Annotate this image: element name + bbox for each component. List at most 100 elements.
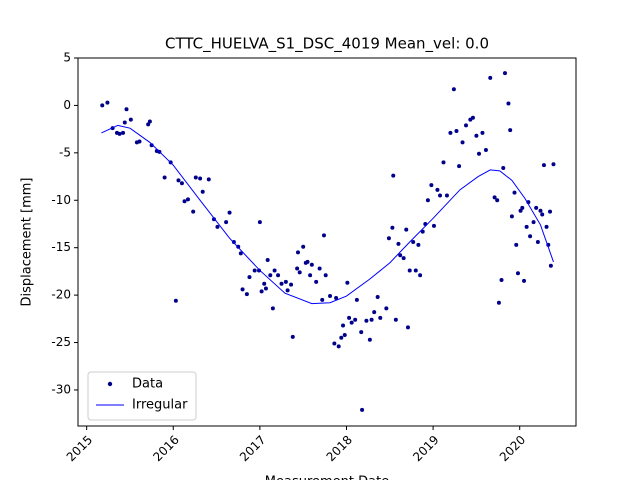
data-point: [515, 271, 520, 276]
y-tick-label: -20: [51, 288, 71, 302]
data-point: [334, 295, 339, 300]
data-point: [314, 279, 319, 284]
data-point: [124, 107, 129, 112]
data-point: [252, 268, 257, 273]
data-point: [320, 297, 325, 302]
data-point: [534, 205, 539, 210]
data-point: [179, 181, 184, 186]
data-point: [438, 193, 443, 198]
data-point: [182, 199, 187, 204]
data-point: [398, 253, 403, 258]
data-point: [512, 190, 517, 195]
data-point: [359, 330, 364, 335]
data-point: [191, 209, 196, 214]
data-point: [257, 268, 262, 273]
data-point: [200, 189, 205, 194]
data-point: [128, 117, 133, 122]
data-point: [301, 244, 306, 249]
data-point: [279, 281, 284, 286]
data-point: [431, 223, 436, 228]
data-point: [535, 240, 540, 244]
data-point: [470, 115, 475, 120]
x-axis-label: Measurement Date: [265, 475, 389, 480]
data-point: [360, 407, 365, 412]
data-point: [240, 287, 245, 292]
data-point: [270, 306, 275, 311]
chart-title: CTTC_HUELVA_S1_DSC_4019 Mean_vel: 0.0: [165, 35, 489, 54]
legend-swatch: [107, 381, 113, 387]
data-point: [540, 212, 545, 217]
data-point: [328, 294, 333, 299]
data-point: [309, 262, 314, 267]
data-point: [321, 233, 326, 238]
legend-box: [87, 371, 197, 421]
data-point: [147, 119, 152, 124]
data-point: [276, 273, 281, 278]
y-tick-label: -15: [51, 240, 71, 254]
data-point: [176, 178, 181, 183]
data-point: [263, 286, 268, 291]
data-point: [227, 210, 232, 215]
data-point: [548, 209, 553, 214]
data-point: [393, 317, 398, 322]
data-point: [121, 130, 126, 135]
data-point: [420, 229, 425, 234]
data-point: [339, 335, 344, 340]
data-point: [372, 310, 377, 315]
y-axis-label: Displacement [mm]: [20, 178, 35, 307]
plot-area: [100, 71, 556, 412]
data-point: [162, 175, 167, 180]
x-tick-label: 2020: [497, 433, 528, 464]
data-point: [509, 214, 514, 219]
legend-label: Data: [132, 377, 163, 392]
x-tick-label: 2019: [410, 433, 441, 464]
y-tick-label: 0: [63, 98, 71, 112]
x-tick-label: 2016: [150, 433, 181, 464]
data-point: [418, 273, 423, 278]
data-point: [405, 325, 410, 330]
data-point: [508, 128, 513, 133]
data-point: [375, 295, 380, 300]
data-point: [483, 148, 488, 152]
data-point: [495, 198, 500, 203]
data-point: [268, 273, 273, 278]
data-point: [353, 317, 358, 322]
data-point: [105, 100, 110, 105]
legend-label: Irregular: [132, 398, 188, 413]
data-point: [528, 234, 533, 239]
data-point: [480, 130, 485, 135]
data-point: [122, 120, 127, 125]
data-point: [386, 236, 391, 241]
fit-line: [101, 124, 554, 305]
data-point: [522, 278, 527, 283]
y-tick-label: -30: [51, 382, 71, 396]
data-point: [474, 133, 479, 138]
data-point: [514, 242, 519, 247]
data-point: [369, 317, 374, 322]
x-tick-label: 2015: [64, 433, 95, 464]
data-point: [173, 298, 178, 303]
data-point: [454, 129, 459, 134]
data-point: [416, 242, 421, 247]
data-point: [285, 288, 290, 293]
data-point: [378, 315, 383, 320]
data-point: [464, 123, 469, 128]
data-point: [305, 259, 310, 264]
data-point: [297, 270, 302, 275]
x-tick-label: 2017: [237, 433, 268, 464]
data-point: [332, 341, 337, 346]
data-point: [476, 151, 481, 156]
data-point: [289, 282, 294, 287]
axes-frame: [77, 57, 577, 427]
data-point: [396, 241, 401, 246]
x-tick-label: 2018: [324, 433, 355, 464]
data-point: [117, 131, 122, 136]
y-tick-label: -5: [59, 145, 71, 159]
y-tick-label: -25: [51, 335, 71, 349]
data-point: [295, 266, 300, 271]
data-point: [506, 101, 511, 106]
data-point: [407, 268, 412, 273]
data-point: [391, 173, 396, 178]
